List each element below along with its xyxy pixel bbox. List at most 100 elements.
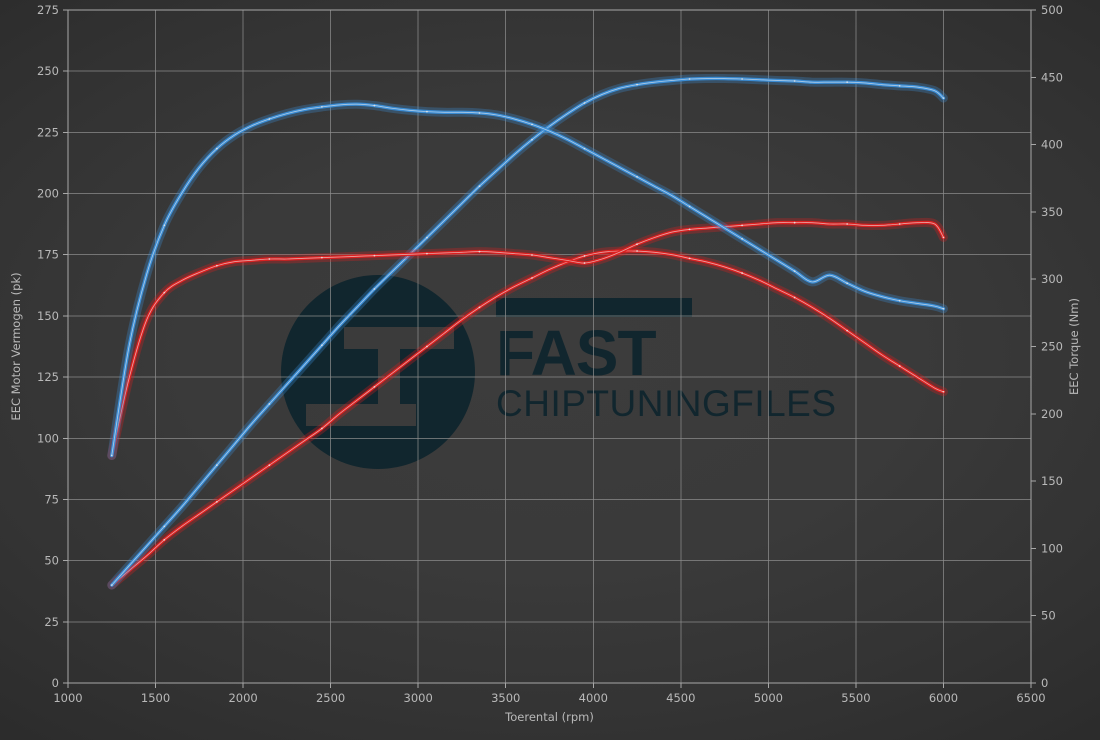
- series-torque-tuned-nm-point: [793, 270, 796, 273]
- y2-tick-label: 500: [1041, 3, 1063, 17]
- y-tick-label: 0: [52, 676, 59, 690]
- x-tick-label: 2000: [228, 691, 257, 705]
- series-torque-stock-nm-point: [846, 223, 849, 225]
- series-torque-stock-nm-point: [215, 264, 218, 267]
- series-torque-tuned-nm-point: [478, 112, 481, 114]
- series-power-stock-pk-point: [741, 272, 743, 274]
- series-power-tuned-pk-highlight: [111, 78, 944, 586]
- series-torque-stock-nm-point: [163, 291, 166, 294]
- series-power-tuned-pk-point: [373, 288, 376, 290]
- series-power-stock-pk: [110, 249, 946, 587]
- series-torque-stock-nm-point: [478, 250, 481, 253]
- y-tick-label: 25: [44, 615, 59, 629]
- series-torque-stock-nm-point: [583, 262, 586, 264]
- series-torque-stock-nm-point: [531, 254, 533, 256]
- series-torque-tuned-nm-point: [688, 205, 691, 208]
- y2-tick-label: 250: [1041, 340, 1063, 354]
- y-tick-label: 100: [37, 431, 59, 445]
- series-torque-stock-nm-point: [268, 258, 271, 260]
- y-tick-label: 175: [37, 248, 59, 262]
- y-tick-label: 50: [44, 554, 59, 568]
- y-tick-label: 275: [37, 3, 59, 17]
- series-power-tuned-pk-point: [793, 80, 796, 82]
- series-torque-tuned-nm-point: [320, 106, 323, 108]
- x-axis-title: Toerental (rpm): [504, 710, 594, 724]
- y-tick-label: 225: [37, 125, 59, 139]
- series-torque-stock-nm-glow: [107, 217, 948, 461]
- series-power-stock-pk-point: [478, 306, 481, 309]
- series-power-tuned-pk-point: [478, 185, 481, 188]
- series-torque-stock-nm-point: [688, 228, 691, 231]
- y2-tick-label: 150: [1041, 474, 1063, 488]
- x-tick-label: 1500: [141, 691, 170, 705]
- series-torque-tuned-nm-point: [531, 123, 533, 126]
- series-torque-tuned-nm-point: [426, 110, 428, 113]
- series-torque-stock-nm-point: [898, 223, 901, 225]
- series-power-tuned-pk-point: [110, 584, 113, 587]
- tick-labels: 0 25 50 75 100 125 150 175 200 225 250 275 0 50 100 150…: [37, 3, 1063, 705]
- series-power-tuned-pk-point: [942, 97, 945, 99]
- series-power-stock-pk-point: [373, 385, 376, 388]
- series-torque-stock-nm-point: [636, 243, 638, 246]
- series-torque-tuned-nm-point: [942, 307, 945, 310]
- series-power-stock-pk-point: [583, 255, 586, 257]
- y-tick-label: 125: [37, 370, 59, 384]
- series-torque-tuned-nm-point: [846, 282, 849, 285]
- series-torque-tuned-nm-point: [583, 147, 586, 150]
- series-torque-tuned-nm-point: [110, 454, 113, 457]
- series-torque-stock-nm-point: [942, 236, 945, 239]
- y2-axis-title: EEC Torque (Nm): [1067, 298, 1081, 395]
- y-axis-title: EEC Motor Vermogen (pk): [9, 272, 23, 420]
- series-power-stock-pk-point: [942, 390, 945, 393]
- series-power-stock-pk-point: [898, 365, 901, 367]
- series-torque-tuned-nm-point: [636, 176, 638, 178]
- x-tick-label: 6500: [1016, 691, 1045, 705]
- series-power-tuned-pk-point: [898, 84, 901, 87]
- series-power-tuned-pk-point: [636, 83, 638, 86]
- y-tick-label: 200: [37, 187, 59, 201]
- x-tick-label: 3500: [491, 691, 520, 705]
- x-tick-label: 4500: [666, 691, 695, 705]
- series-power-stock-pk-point: [215, 501, 218, 503]
- axis-lines: [63, 9, 1036, 688]
- series-power-tuned-pk-point: [163, 525, 166, 528]
- series-power-tuned-pk: [110, 76, 946, 587]
- series-power-stock-pk-point: [846, 329, 849, 332]
- x-tick-label: 3000: [404, 691, 433, 705]
- x-tick-label: 5500: [841, 691, 870, 705]
- series-power-stock-pk-glow: [107, 246, 948, 590]
- series-power-stock-pk-point: [163, 538, 166, 541]
- series-torque-tuned-nm-point: [898, 299, 901, 302]
- series-power-tuned-pk-point: [268, 403, 271, 405]
- x-tick-label: 4000: [579, 691, 608, 705]
- y2-tick-label: 0: [1041, 676, 1048, 690]
- series-power-stock-pk-point: [636, 250, 638, 252]
- series-torque-stock-nm-point: [320, 256, 323, 259]
- series-power-stock-pk-point: [793, 296, 796, 299]
- series-curves: [107, 73, 948, 590]
- series-torque-stock-nm-point: [793, 221, 796, 224]
- series-power-stock-pk-point: [531, 277, 533, 279]
- series-torque-stock-nm-point: [426, 252, 428, 255]
- series-torque-stock-nm-point: [373, 254, 376, 257]
- grid-lines: [67, 9, 1032, 684]
- series-torque-tuned-nm-point: [268, 118, 271, 120]
- y2-tick-label: 50: [1041, 609, 1056, 623]
- y2-tick-label: 350: [1041, 205, 1063, 219]
- x-tick-label: 1000: [53, 691, 82, 705]
- y2-tick-label: 100: [1041, 541, 1063, 555]
- series-torque-tuned-nm-highlight: [111, 103, 944, 456]
- y2-tick-label: 300: [1041, 272, 1063, 286]
- series-power-tuned-pk-point: [583, 102, 586, 104]
- y2-tick-label: 450: [1041, 70, 1063, 84]
- series-power-stock-pk-point: [688, 257, 691, 260]
- series-power-tuned-pk-point: [531, 138, 533, 141]
- series-torque-tuned-nm-point: [215, 147, 218, 150]
- series-power-tuned-pk-point: [846, 81, 849, 84]
- y2-tick-label: 400: [1041, 138, 1063, 152]
- axis-titles: Toerental (rpm) EEC Motor Vermogen (pk) EE…: [9, 272, 1081, 724]
- series-power-tuned-pk-point: [320, 344, 323, 347]
- y-tick-label: 75: [44, 492, 59, 506]
- series-torque-tuned-nm-point: [741, 237, 743, 240]
